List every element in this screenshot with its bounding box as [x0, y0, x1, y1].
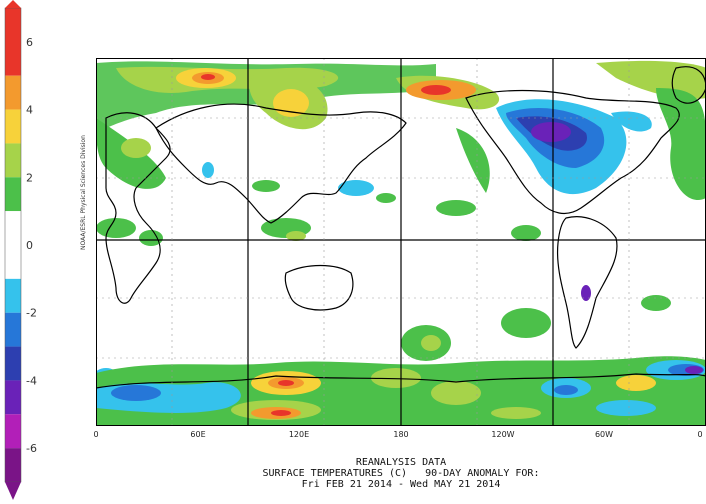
color-band-5	[5, 211, 21, 279]
map-caption: REANALYSIS DATA SURFACE TEMPERATURES (C)…	[96, 457, 706, 490]
map-dotted-grid	[96, 58, 706, 426]
color-band-6	[5, 278, 21, 313]
color-scale-ticks: 6 4 2 0 -2 -4 -6	[26, 36, 37, 455]
color-band-10	[5, 414, 21, 449]
color-scale-tick-label: -4	[26, 374, 37, 387]
coastlines	[96, 66, 706, 389]
color-scale-tick-label: -6	[26, 442, 37, 455]
color-band-2	[5, 109, 21, 144]
color-scale-bands	[4, 7, 22, 483]
color-scale-bar: 6 4 2 0 -2 -4 -6	[4, 0, 37, 500]
lon-label-180: 180	[393, 430, 409, 439]
lon-label-120e: 120E	[288, 430, 310, 439]
color-band-7	[5, 312, 21, 347]
color-band-11	[5, 448, 21, 482]
anomaly-map	[96, 58, 706, 426]
lon-label-60w: 60W	[594, 430, 614, 439]
color-band-1	[5, 75, 21, 110]
color-scale-tick-label: 4	[26, 104, 33, 117]
color-band-9	[5, 380, 21, 415]
color-band-8	[5, 346, 21, 381]
color-scale-tick-label: 6	[26, 36, 33, 49]
caption-line-variable: SURFACE TEMPERATURES (C) 90-DAY ANOMALY …	[262, 468, 540, 479]
color-scale-tick-label: 0	[26, 239, 33, 252]
color-band-0	[5, 8, 21, 76]
lon-label-120w: 120W	[491, 430, 515, 439]
data-credit-label: NOAA/ESRL Physical Sciences Division	[80, 135, 87, 250]
color-band-4	[5, 177, 21, 212]
lon-label-60e: 60E	[190, 430, 206, 439]
color-scale-bottom-arrow	[5, 482, 21, 500]
color-band-3	[5, 143, 21, 178]
color-scale-top-arrow	[5, 0, 21, 8]
map-grid	[96, 58, 706, 426]
caption-line-dates: Fri FEB 21 2014 - Wed MAY 21 2014	[301, 479, 501, 490]
color-scale-tick-label: -2	[26, 307, 37, 320]
lon-label-0: 0	[93, 430, 99, 439]
caption-line-dataset: REANALYSIS DATA	[355, 457, 447, 468]
lon-label-0-east: 0	[697, 430, 703, 439]
color-scale-tick-label: 2	[26, 171, 33, 184]
